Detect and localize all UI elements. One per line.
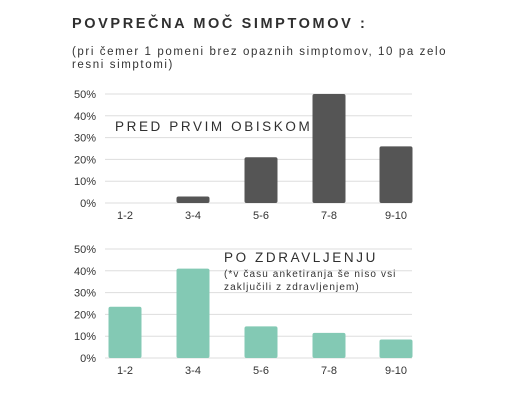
chart-before-first-visit: 50% 40% 30% 20% 10% 0% 1-2 3-4 5-6 7-8 9-10 PRED … [74,89,413,222]
chart-note-line-2: zaključili z zdravljenjem) [224,282,360,293]
x-tick-label: 5-6 [253,210,269,222]
x-tick-label: 1-2 [117,365,133,377]
y-axis: 50% 40% 30% 20% 10% 0% [74,89,96,210]
y-tick-label: 0% [80,198,96,210]
y-tick-label: 40% [74,266,96,278]
x-tick-label: 3-4 [185,365,201,377]
x-tick-label: 7-8 [321,365,337,377]
bar-5-6 [244,157,278,203]
y-tick-label: 0% [80,353,96,365]
y-axis: 50% 40% 30% 20% 10% 0% [74,244,96,365]
bar-7-8 [312,94,346,203]
y-tick-label: 20% [74,154,96,166]
chart-after-treatment: 50% 40% 30% 20% 10% 0% 1-2 3-4 5-6 7-8 9-10 PO ZD… [74,244,413,377]
chart-note-line-1: (*v času anketiranja še niso vsi [224,269,397,280]
bar-5-6 [244,326,278,358]
y-tick-label: 10% [74,176,96,188]
x-axis: 1-2 3-4 5-6 7-8 9-10 [117,210,407,222]
bar-3-4 [176,268,210,358]
y-tick-label: 40% [74,111,96,123]
bar-1-2 [108,306,142,358]
y-tick-label: 30% [74,288,96,300]
bar-9-10 [379,339,413,358]
x-tick-label: 5-6 [253,365,269,377]
x-tick-label: 9-10 [385,365,407,377]
x-tick-label: 1-2 [117,210,133,222]
bar-7-8 [312,332,346,358]
page-title: POVPREČNA MOČ SIMPTOMOV : [72,16,368,32]
bar-3-4 [176,196,210,203]
chart-title: PO ZDRAVLJENJU [224,250,378,265]
page-subtitle: (pri čemer 1 pomeni brez opaznih simptom… [72,46,448,71]
x-tick-label: 3-4 [185,210,201,222]
y-tick-label: 10% [74,331,96,343]
y-tick-label: 20% [74,309,96,321]
bars [176,94,413,203]
bars [108,268,413,358]
y-tick-label: 30% [74,133,96,145]
x-axis: 1-2 3-4 5-6 7-8 9-10 [117,365,407,377]
y-tick-label: 50% [74,244,96,256]
x-tick-label: 7-8 [321,210,337,222]
bar-9-10 [379,146,413,203]
x-tick-label: 9-10 [385,210,407,222]
y-tick-label: 50% [74,89,96,101]
chart-title: PRED PRVIM OBISKOM [115,119,312,134]
